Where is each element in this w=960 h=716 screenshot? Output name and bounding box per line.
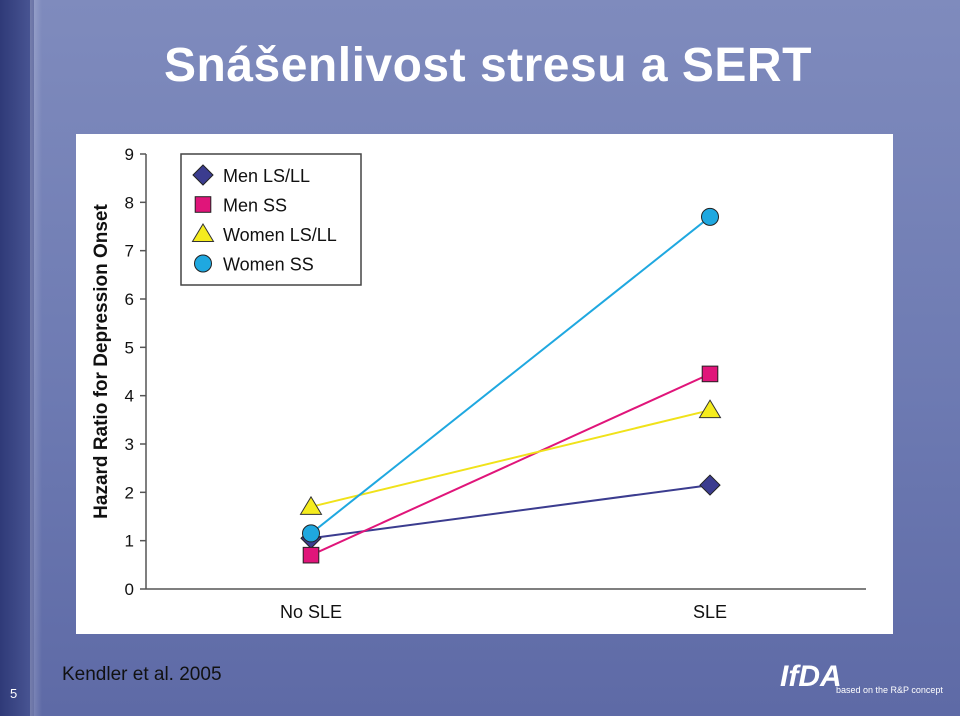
x-category-label: No SLE bbox=[280, 602, 342, 622]
data-point-women-ls-ll bbox=[299, 495, 323, 515]
citation: Kendler et al. 2005 bbox=[62, 664, 222, 685]
series-line-men-ls-ll bbox=[310, 484, 711, 540]
legend-label: Men LS/LL bbox=[223, 166, 310, 186]
y-tick-label: 0 bbox=[125, 580, 134, 599]
data-point-men-ss bbox=[701, 365, 719, 383]
legend-label: Men SS bbox=[223, 196, 287, 216]
legend-marker bbox=[194, 196, 212, 213]
y-tick-label: 6 bbox=[125, 290, 134, 309]
y-tick-label: 1 bbox=[125, 532, 134, 551]
series-line-men-ss bbox=[310, 373, 711, 557]
legend-label: Women SS bbox=[223, 255, 314, 275]
legend-marker bbox=[192, 164, 214, 186]
series-line-women-ls-ll bbox=[310, 409, 711, 508]
data-point-women-ls-ll bbox=[698, 399, 722, 419]
y-tick-label: 9 bbox=[125, 145, 134, 164]
y-tick-label: 2 bbox=[125, 483, 134, 502]
y-tick-label: 8 bbox=[125, 193, 134, 212]
left-accent-glow bbox=[30, 0, 42, 716]
data-point-men-ls-ll bbox=[699, 474, 721, 496]
logo-mark: IfDA bbox=[780, 660, 842, 693]
left-accent-bar bbox=[0, 0, 34, 716]
logo-tagline: based on the R&P concept bbox=[836, 685, 943, 695]
slide-number: 5 bbox=[10, 686, 18, 701]
ifda-logo: IfDA based on the R&P concept bbox=[780, 660, 950, 710]
y-axis-label: Hazard Ratio for Depression Onset bbox=[91, 204, 112, 519]
y-tick-label: 4 bbox=[125, 387, 134, 406]
legend-label: Women LS/LL bbox=[223, 225, 337, 245]
hazard-ratio-chart: 0 1 2 3 4 5 6 7 8 9 Hazard Ratio for Depression On… bbox=[91, 145, 866, 622]
y-tick-label: 5 bbox=[125, 338, 134, 357]
data-point-men-ss bbox=[302, 546, 320, 564]
legend-marker bbox=[194, 254, 212, 273]
y-tick-label: 3 bbox=[125, 435, 134, 454]
data-point-women-ss bbox=[701, 207, 719, 226]
legend-marker bbox=[191, 223, 215, 242]
slide-title: Snášenlivost stresu a SERT bbox=[164, 39, 812, 92]
y-tick-label: 7 bbox=[125, 242, 134, 261]
chart-panel: 0 1 2 3 4 5 6 7 8 9 Hazard Ratio for Depression On… bbox=[76, 134, 893, 634]
series-line-women-ss bbox=[310, 216, 711, 535]
data-point-women-ss bbox=[302, 524, 320, 543]
x-category-label: SLE bbox=[693, 602, 727, 622]
